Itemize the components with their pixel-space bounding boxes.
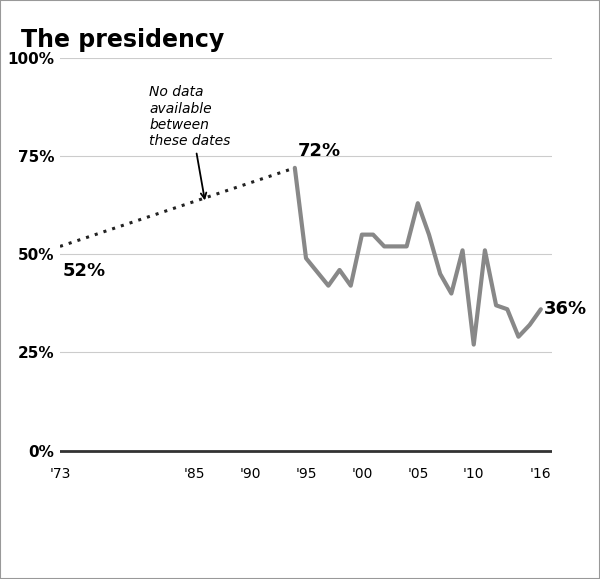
Text: No data
available
between
these dates: No data available between these dates [149, 85, 231, 199]
Text: 36%: 36% [544, 301, 587, 318]
Text: The presidency: The presidency [20, 28, 224, 52]
Text: 52%: 52% [62, 262, 106, 280]
Text: 72%: 72% [298, 142, 341, 160]
